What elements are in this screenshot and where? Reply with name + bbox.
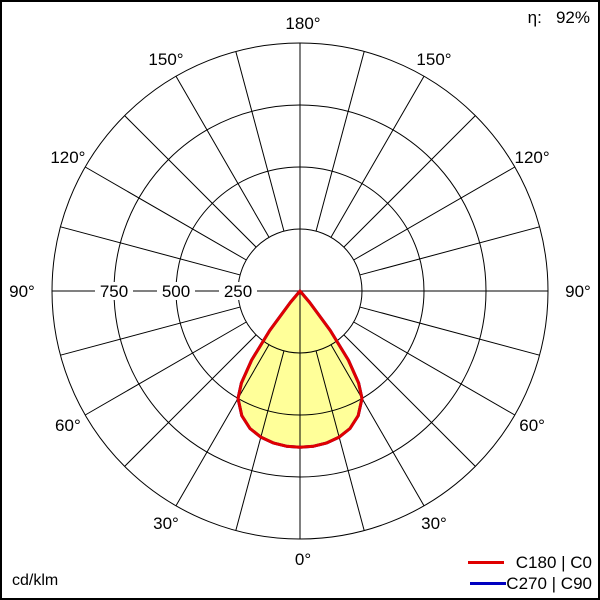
angle-label: 30° bbox=[421, 514, 447, 533]
legend-swatch bbox=[467, 561, 504, 564]
angle-label: 180° bbox=[285, 14, 320, 33]
legend-item-c270-c90: C270 | C90 bbox=[468, 573, 592, 594]
legend-label: C180 | C0 bbox=[515, 552, 592, 572]
grid-spoke bbox=[124, 115, 257, 248]
grid-spoke bbox=[353, 166, 516, 261]
angle-label: 90° bbox=[9, 282, 35, 301]
grid-spoke bbox=[330, 344, 425, 507]
grid-spoke bbox=[84, 321, 247, 416]
grid-spoke bbox=[235, 51, 285, 232]
tick-label-bg bbox=[219, 282, 257, 300]
efficiency-value: 92% bbox=[555, 8, 590, 27]
grid-spoke bbox=[60, 226, 241, 276]
angle-label: 30° bbox=[153, 514, 179, 533]
angle-label: 120° bbox=[50, 148, 85, 167]
tick-label-bg bbox=[95, 282, 133, 300]
grid-spoke bbox=[175, 75, 270, 238]
curve-c180-c0 bbox=[236, 289, 364, 449]
grid-spoke bbox=[124, 334, 257, 467]
radial-tick-label: 250 bbox=[224, 282, 252, 301]
angle-label: 90° bbox=[565, 282, 591, 301]
grid-spoke bbox=[353, 321, 516, 416]
angle-label: 150° bbox=[416, 50, 451, 69]
angle-label: 0° bbox=[295, 550, 311, 569]
angle-label: 60° bbox=[55, 416, 81, 435]
angle-label: 150° bbox=[148, 50, 183, 69]
unit-label: cd/klm bbox=[12, 572, 59, 589]
efficiency-label: η: bbox=[527, 8, 542, 27]
grid-spoke bbox=[343, 334, 476, 467]
grid-spoke bbox=[235, 350, 285, 531]
legend-swatch bbox=[470, 582, 507, 585]
tick-label-bg bbox=[157, 282, 195, 300]
angle-label: 60° bbox=[519, 416, 545, 435]
radial-tick-label: 500 bbox=[162, 282, 190, 301]
grid-spoke bbox=[315, 350, 365, 531]
grid-spoke bbox=[343, 115, 476, 248]
grid-spoke bbox=[175, 344, 270, 507]
grid-spoke bbox=[359, 226, 540, 276]
legend-item-c180-c0: C180 | C0 bbox=[467, 552, 592, 573]
radial-tick-label: 750 bbox=[100, 282, 128, 301]
legend-label: C270 | C90 bbox=[506, 573, 592, 593]
legend: C180 | C0 C270 | C90 bbox=[467, 552, 592, 594]
angle-label: 120° bbox=[515, 148, 550, 167]
efficiency-readout: η: 92% bbox=[528, 8, 590, 28]
grid-spoke bbox=[60, 306, 241, 356]
grid-spoke bbox=[359, 306, 540, 356]
grid-spoke bbox=[84, 166, 247, 261]
grid-spoke bbox=[330, 75, 425, 238]
grid-spoke bbox=[315, 51, 365, 232]
